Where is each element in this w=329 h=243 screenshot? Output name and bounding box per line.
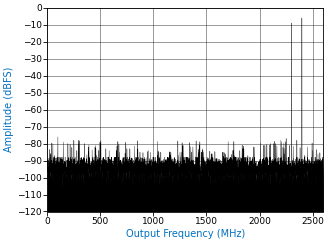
Y-axis label: Amplitude (dBFS): Amplitude (dBFS) (4, 67, 14, 152)
X-axis label: Output Frequency (MHz): Output Frequency (MHz) (126, 229, 245, 239)
